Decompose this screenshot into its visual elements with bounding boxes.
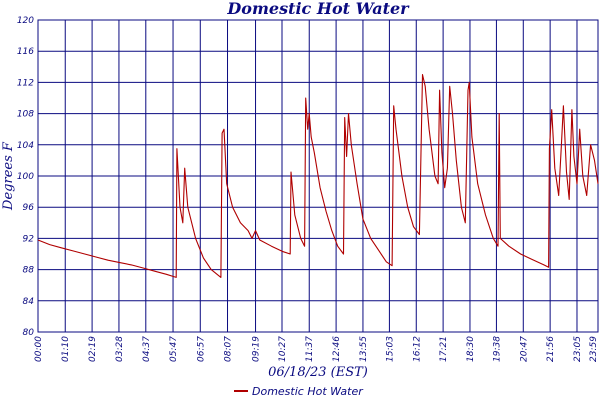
y-tick-label: 100 bbox=[17, 172, 34, 182]
x-tick-label: 04:37 bbox=[142, 336, 152, 362]
x-axis-label: 06/18/23 (EST) bbox=[268, 365, 368, 380]
x-tick-label: 05:47 bbox=[169, 336, 179, 362]
x-tick-label: 06:57 bbox=[196, 336, 206, 362]
x-axis-ticks: 00:00 01:10 02:19 03:28 04:37 05:47 06:57 08:07… bbox=[34, 336, 599, 362]
series-line-0 bbox=[37, 74, 599, 278]
x-tick-label: 16:12 bbox=[412, 336, 422, 362]
x-tick-label: 09:19 bbox=[252, 336, 262, 362]
y-tick-label: 112 bbox=[17, 78, 34, 88]
y-tick-label: 84 bbox=[23, 297, 35, 307]
y-tick-label: 120 bbox=[17, 16, 34, 26]
x-tick-label: 20:47 bbox=[519, 336, 529, 362]
x-tick-label: 15:03 bbox=[385, 336, 395, 362]
y-tick-label: 104 bbox=[17, 141, 34, 151]
x-tick-label: 17:21 bbox=[439, 336, 449, 362]
y-tick-label: 108 bbox=[17, 110, 34, 120]
x-tick-label: 12:46 bbox=[332, 336, 342, 362]
y-tick-label: 80 bbox=[23, 328, 35, 338]
chart-title: Domestic Hot Water bbox=[226, 0, 410, 18]
legend: Domestic Hot Water bbox=[234, 385, 364, 398]
x-tick-label: 21:56 bbox=[546, 336, 556, 362]
x-tick-label: 23:05 bbox=[573, 336, 583, 362]
y-tick-label: 88 bbox=[23, 266, 35, 276]
x-tick-label: 02:19 bbox=[88, 336, 98, 362]
x-tick-label: 03:28 bbox=[115, 336, 125, 362]
y-axis-label: Degrees F bbox=[1, 141, 16, 211]
x-tick-label: 01:10 bbox=[61, 336, 71, 362]
legend-label: Domestic Hot Water bbox=[252, 385, 364, 398]
x-tick-label: 10:27 bbox=[278, 336, 288, 362]
y-tick-label: 92 bbox=[23, 234, 35, 244]
x-tick-label: 23:59 bbox=[589, 336, 599, 362]
x-tick-label: 18:30 bbox=[466, 336, 476, 362]
y-axis-ticks: 80 84 88 92 96 100 104 108 112 116 120 bbox=[17, 16, 34, 338]
x-tick-label: 19:38 bbox=[492, 336, 502, 362]
series-layer bbox=[37, 74, 599, 278]
x-tick-label: 08:07 bbox=[224, 336, 234, 362]
plot-frame bbox=[37, 19, 599, 333]
x-tick-label: 11:37 bbox=[305, 336, 315, 362]
y-tick-label: 116 bbox=[17, 47, 34, 57]
y-tick-label: 96 bbox=[23, 203, 35, 213]
x-tick-label: 13:55 bbox=[359, 336, 369, 362]
x-tick-label: 00:00 bbox=[34, 336, 44, 362]
